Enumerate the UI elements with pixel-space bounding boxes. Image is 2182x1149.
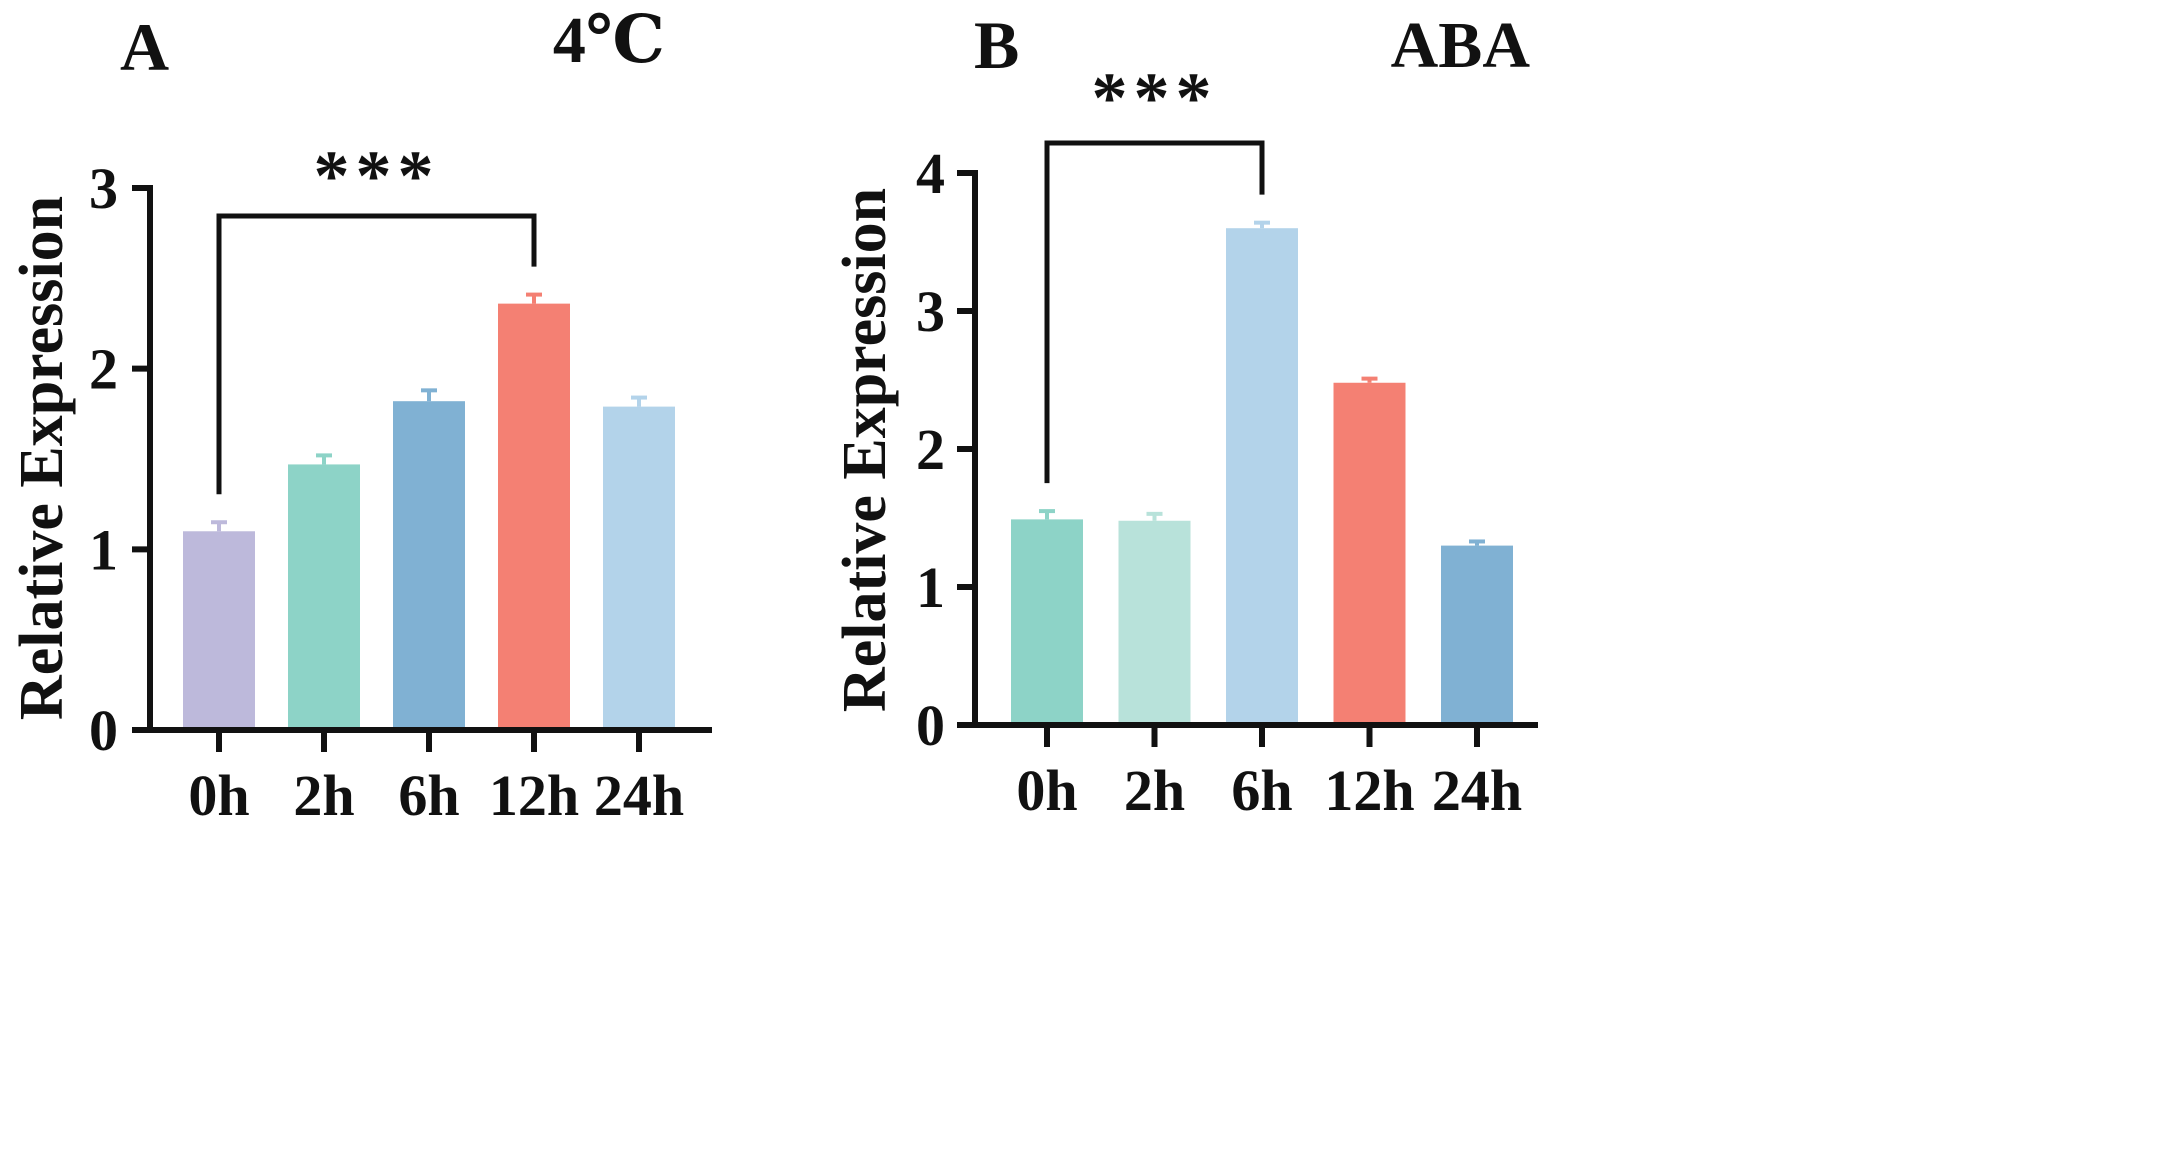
y-tick-label: 0 (916, 693, 945, 758)
bar-12h (1333, 382, 1406, 725)
significance-bracket (216, 213, 537, 495)
x-tick-label: 2h (293, 763, 354, 828)
y-tick-label: 1 (89, 517, 118, 582)
bar-0h (1011, 519, 1083, 725)
significance-label: *** (1092, 58, 1218, 138)
x-tick-label: 0h (1016, 758, 1077, 823)
x-tick-label: 24h (1432, 758, 1522, 823)
x-tick-label: 12h (489, 763, 579, 828)
bar-6h (1226, 228, 1298, 725)
x-tick-label: 6h (398, 763, 459, 828)
y-tick-label: 4 (916, 141, 945, 206)
y-axis-label: Relative Expression (8, 196, 76, 720)
x-tick-label: 6h (1231, 758, 1292, 823)
bar-6h (393, 401, 465, 730)
panel-title: 4℃ (553, 4, 665, 77)
bar-2h (1118, 520, 1191, 725)
x-tick-label: 12h (1324, 758, 1414, 823)
bar-12h (498, 303, 570, 730)
x-tick-label: 0h (188, 763, 249, 828)
x-tick-label: 24h (594, 763, 684, 828)
bar-0h (183, 531, 255, 730)
bar-2h (288, 464, 360, 730)
y-tick-label: 2 (916, 417, 945, 482)
y-axis-label: Relative Expression (831, 188, 899, 712)
panel-title: ABA (1391, 9, 1531, 82)
panel-b-chart: B ABA Relative Expression 0 1 2 3 4 0h 2h 6h 12h 24h… (831, 7, 1538, 823)
bar-24h (1441, 545, 1513, 725)
y-tick-label: 1 (916, 555, 945, 620)
panel-letter: A (120, 9, 169, 85)
y-tick-label: 3 (89, 156, 118, 221)
panel-letter: B (974, 7, 1019, 83)
x-tick-label: 2h (1124, 758, 1185, 823)
y-tick-label: 2 (89, 337, 118, 402)
bar-24h (603, 406, 675, 730)
y-tick-label: 3 (916, 279, 945, 344)
y-tick-label: 0 (89, 698, 118, 763)
significance-bracket (1044, 140, 1265, 484)
significance-label: *** (314, 136, 440, 216)
